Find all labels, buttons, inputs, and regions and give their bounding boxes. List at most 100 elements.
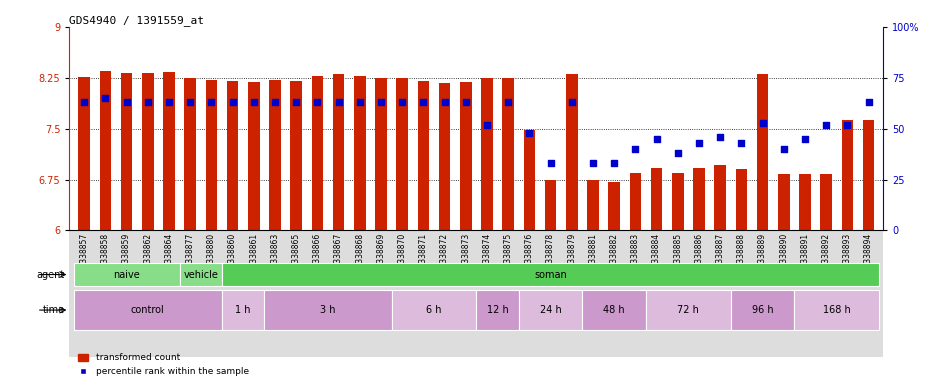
Bar (481, 78, 493, 230)
Bar (587, 180, 598, 230)
Point (183, 99, 198, 105)
Bar (646, 290, 731, 330)
Bar (714, 165, 726, 230)
Text: 168 h: 168 h (823, 305, 851, 315)
Bar (842, 121, 853, 230)
Point (522, 130, 536, 136)
Bar (74, 290, 222, 330)
Point (119, 99, 134, 105)
Text: 12 h: 12 h (487, 305, 509, 315)
Point (479, 121, 494, 127)
Bar (100, 71, 111, 230)
Point (374, 99, 388, 105)
Point (734, 140, 748, 146)
Text: 96 h: 96 h (752, 305, 773, 315)
Bar (609, 182, 620, 230)
Bar (693, 168, 705, 230)
Bar (227, 81, 239, 230)
Point (438, 99, 452, 105)
Legend: transformed count, percentile rank within the sample: transformed count, percentile rank withi… (74, 350, 253, 379)
Bar (69, 230, 883, 357)
Bar (396, 78, 408, 230)
Point (713, 134, 728, 140)
Bar (222, 290, 265, 330)
Point (649, 136, 664, 142)
Text: soman: soman (535, 270, 567, 280)
Bar (354, 76, 365, 230)
Point (267, 99, 282, 105)
Point (77, 99, 92, 105)
Point (331, 99, 346, 105)
Point (776, 146, 791, 152)
Bar (222, 263, 879, 286)
Point (840, 121, 855, 127)
Point (416, 99, 431, 105)
Bar (502, 78, 514, 230)
Bar (778, 174, 790, 230)
Bar (163, 72, 175, 230)
Text: agent: agent (36, 270, 65, 280)
Point (395, 99, 410, 105)
Point (352, 99, 367, 105)
Bar (583, 290, 646, 330)
Bar (74, 263, 179, 286)
Point (98, 95, 113, 101)
Bar (290, 81, 302, 230)
Text: control: control (131, 305, 165, 315)
Point (246, 99, 261, 105)
Point (500, 99, 515, 105)
Bar (799, 174, 811, 230)
Bar (519, 290, 583, 330)
Bar (184, 78, 196, 230)
Bar (142, 73, 154, 230)
Bar (333, 74, 344, 230)
Bar (795, 290, 879, 330)
Bar (417, 81, 429, 230)
Bar (376, 78, 387, 230)
Bar (205, 80, 217, 230)
Text: vehicle: vehicle (183, 270, 218, 280)
Point (141, 99, 155, 105)
Point (310, 99, 325, 105)
Point (607, 160, 622, 166)
Text: time: time (43, 305, 65, 315)
Bar (312, 76, 323, 230)
Point (289, 99, 303, 105)
Point (755, 119, 770, 126)
Bar (79, 77, 90, 230)
Bar (630, 173, 641, 230)
Text: 72 h: 72 h (677, 305, 699, 315)
Bar (391, 290, 476, 330)
Bar (757, 74, 769, 230)
Text: 1 h: 1 h (236, 305, 251, 315)
Bar (460, 82, 472, 230)
Text: naive: naive (113, 270, 140, 280)
Bar (179, 263, 222, 286)
Bar (863, 121, 874, 230)
Text: 48 h: 48 h (603, 305, 625, 315)
Bar (248, 82, 260, 230)
Point (797, 136, 812, 142)
Bar (265, 290, 391, 330)
Bar (269, 80, 281, 230)
Bar (566, 74, 577, 230)
Point (671, 150, 685, 156)
Point (692, 140, 707, 146)
Bar (438, 83, 450, 230)
Bar (820, 174, 832, 230)
Bar (121, 73, 132, 230)
Point (204, 99, 219, 105)
Bar (731, 290, 795, 330)
Point (162, 99, 177, 105)
Bar (476, 290, 519, 330)
Point (543, 160, 558, 166)
Point (861, 99, 876, 105)
Text: 3 h: 3 h (320, 305, 336, 315)
Point (564, 99, 579, 105)
Text: GDS4940 / 1391559_at: GDS4940 / 1391559_at (69, 15, 204, 26)
Point (225, 99, 240, 105)
Point (459, 99, 474, 105)
Point (586, 160, 600, 166)
Point (628, 146, 643, 152)
Bar (524, 130, 536, 230)
